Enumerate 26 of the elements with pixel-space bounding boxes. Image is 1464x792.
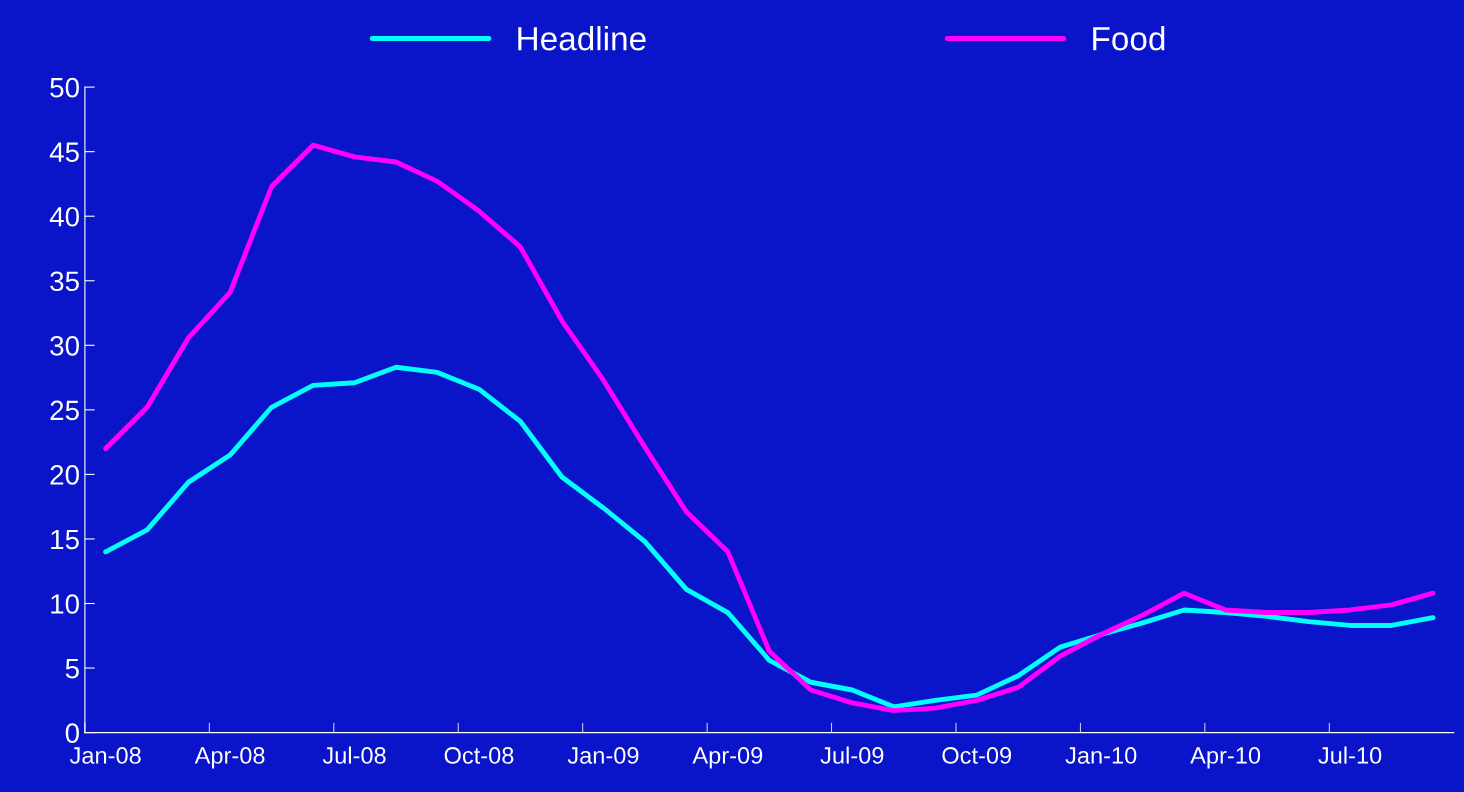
y-tick-label: 25: [50, 400, 79, 421]
y-tick-label: 50: [50, 77, 79, 98]
x-tick-label: Oct-09: [942, 747, 1012, 764]
y-tick-label: 40: [49, 206, 79, 227]
x-tick-label: Apr-08: [194, 747, 265, 769]
y-tick-label: 15: [51, 529, 79, 550]
y-tick-label: 20: [50, 465, 79, 485]
line-series: [103, 142, 1436, 714]
x-tick-label: Jul-09: [820, 746, 884, 764]
x-tick-label: Jul-10: [1318, 746, 1382, 764]
y-tick-label: 45: [49, 142, 79, 163]
y-tick-label: 30: [50, 335, 79, 356]
x-tick-label: Jan-08: [69, 747, 141, 764]
legend-label: Food: [1093, 26, 1165, 51]
y-tick-label: 5: [65, 659, 79, 679]
x-tick-label: Jan-10: [1065, 747, 1137, 764]
y-tick-label: 10: [51, 594, 79, 614]
line-series: [103, 364, 1436, 710]
y-tick-label: 35: [50, 271, 79, 292]
x-tick-label: Jul-08: [322, 746, 386, 764]
y-tick-label: 0: [65, 723, 79, 743]
x-tick-label: Jan-09: [567, 747, 639, 764]
x-tick-label: Apr-10: [1190, 747, 1261, 769]
legend-label: Headline: [518, 26, 646, 51]
x-tick-label: Oct-08: [444, 747, 514, 764]
x-tick-label: Apr-09: [692, 747, 763, 769]
